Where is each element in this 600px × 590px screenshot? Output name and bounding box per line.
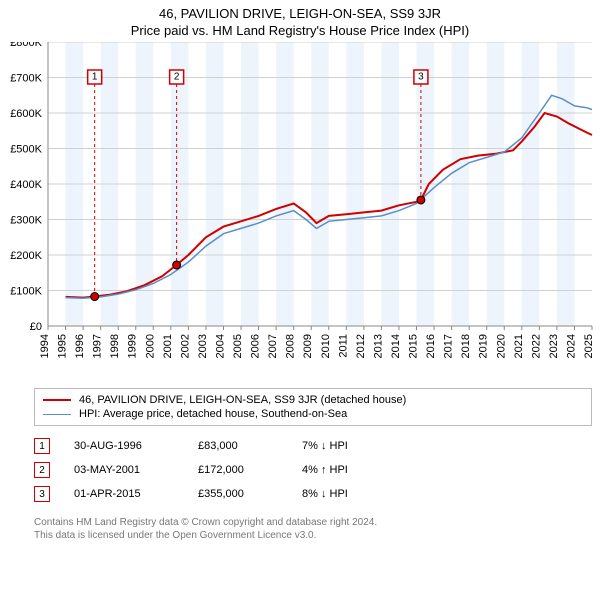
svg-text:2018: 2018 — [460, 334, 472, 358]
svg-text:2020: 2020 — [495, 334, 507, 358]
svg-text:2010: 2010 — [320, 334, 332, 358]
legend-swatch — [43, 399, 71, 401]
legend-label: HPI: Average price, detached house, Sout… — [79, 408, 347, 420]
transaction-pct: 8% ↓ HPI — [302, 488, 402, 500]
footer: Contains HM Land Registry data © Crown c… — [34, 516, 592, 542]
svg-text:2003: 2003 — [197, 334, 209, 358]
svg-text:2008: 2008 — [285, 334, 297, 358]
transaction-price: £83,000 — [198, 440, 278, 452]
svg-text:2004: 2004 — [214, 334, 226, 358]
svg-text:£300K: £300K — [10, 215, 42, 227]
legend-row: HPI: Average price, detached house, Sout… — [43, 407, 583, 421]
transaction-price: £355,000 — [198, 488, 278, 500]
svg-text:1999: 1999 — [127, 334, 139, 358]
svg-text:2017: 2017 — [443, 334, 455, 358]
transaction-marker: 3 — [34, 486, 50, 502]
svg-text:2011: 2011 — [337, 334, 349, 358]
svg-text:1997: 1997 — [92, 334, 104, 358]
transaction-date: 30-AUG-1996 — [74, 440, 174, 452]
transaction-row: 3 01-APR-2015 £355,000 8% ↓ HPI — [34, 482, 592, 506]
svg-text:3: 3 — [418, 72, 424, 83]
svg-text:2014: 2014 — [390, 334, 402, 358]
svg-text:2006: 2006 — [250, 334, 262, 358]
svg-text:£200K: £200K — [10, 250, 42, 262]
svg-text:2015: 2015 — [408, 334, 420, 358]
legend-swatch — [43, 414, 71, 415]
svg-text:2: 2 — [174, 72, 180, 83]
svg-text:£800K: £800K — [10, 42, 42, 49]
svg-text:2022: 2022 — [530, 334, 542, 358]
legend-label: 46, PAVILION DRIVE, LEIGH-ON-SEA, SS9 3J… — [79, 394, 406, 406]
svg-text:2019: 2019 — [478, 334, 490, 358]
transaction-table: 1 30-AUG-1996 £83,000 7% ↓ HPI 2 03-MAY-2001 £… — [34, 434, 592, 506]
chart-title-2: Price paid vs. HM Land Registry's House … — [0, 23, 600, 38]
transaction-marker: 2 — [34, 462, 50, 478]
svg-text:£500K: £500K — [10, 144, 42, 156]
transaction-date: 03-MAY-2001 — [74, 464, 174, 476]
transaction-date: 01-APR-2015 — [74, 488, 174, 500]
svg-text:2024: 2024 — [565, 334, 577, 358]
svg-text:2021: 2021 — [513, 334, 525, 358]
svg-text:2001: 2001 — [162, 334, 174, 358]
svg-text:2025: 2025 — [583, 334, 595, 358]
transaction-pct: 7% ↓ HPI — [302, 440, 402, 452]
transaction-row: 1 30-AUG-1996 £83,000 7% ↓ HPI — [34, 434, 592, 458]
transaction-marker: 1 — [34, 438, 50, 454]
svg-text:1996: 1996 — [74, 334, 86, 358]
transaction-pct: 4% ↑ HPI — [302, 464, 402, 476]
svg-text:2023: 2023 — [548, 334, 560, 358]
svg-text:£100K: £100K — [10, 286, 42, 298]
transaction-row: 2 03-MAY-2001 £172,000 4% ↑ HPI — [34, 458, 592, 482]
svg-text:2000: 2000 — [144, 334, 156, 358]
transaction-price: £172,000 — [198, 464, 278, 476]
svg-text:£0: £0 — [30, 321, 42, 333]
svg-text:2007: 2007 — [267, 334, 279, 358]
svg-text:2002: 2002 — [179, 334, 191, 358]
svg-text:£700K: £700K — [10, 73, 42, 85]
svg-text:2016: 2016 — [425, 334, 437, 358]
chart-title-1: 46, PAVILION DRIVE, LEIGH-ON-SEA, SS9 3J… — [0, 6, 600, 21]
svg-text:1995: 1995 — [57, 334, 69, 358]
legend: 46, PAVILION DRIVE, LEIGH-ON-SEA, SS9 3J… — [34, 388, 592, 426]
price-chart: £0 £100K £200K £300K £400K £500K £600K £700K £80… — [0, 42, 600, 382]
legend-row: 46, PAVILION DRIVE, LEIGH-ON-SEA, SS9 3J… — [43, 393, 583, 407]
svg-text:2012: 2012 — [355, 334, 367, 358]
svg-text:1998: 1998 — [109, 334, 121, 358]
svg-text:£600K: £600K — [10, 108, 42, 120]
svg-text:2009: 2009 — [302, 334, 314, 358]
svg-text:2005: 2005 — [232, 334, 244, 358]
footer-line-1: Contains HM Land Registry data © Crown c… — [34, 516, 592, 529]
footer-line-2: This data is licensed under the Open Gov… — [34, 529, 592, 542]
svg-text:2013: 2013 — [372, 334, 384, 358]
svg-text:£400K: £400K — [10, 179, 42, 191]
svg-text:1994: 1994 — [39, 334, 51, 358]
chart-container: 46, PAVILION DRIVE, LEIGH-ON-SEA, SS9 3J… — [0, 6, 600, 542]
svg-text:1: 1 — [92, 72, 98, 83]
